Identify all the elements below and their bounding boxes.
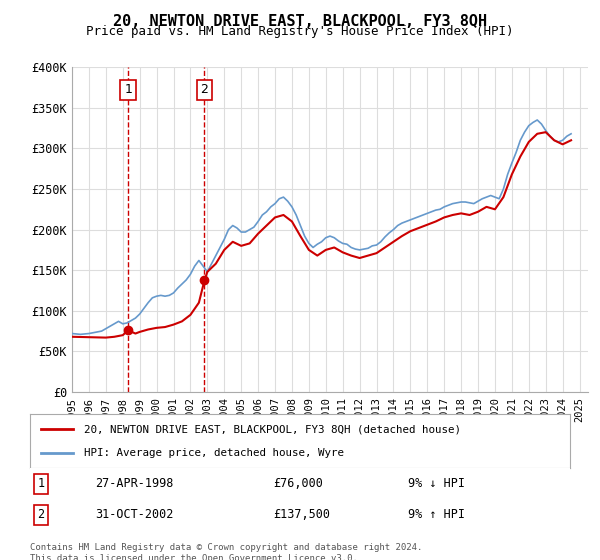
Text: Price paid vs. HM Land Registry's House Price Index (HPI): Price paid vs. HM Land Registry's House … bbox=[86, 25, 514, 38]
Text: 2: 2 bbox=[200, 83, 208, 96]
Text: HPI: Average price, detached house, Wyre: HPI: Average price, detached house, Wyre bbox=[84, 447, 344, 458]
Text: 31-OCT-2002: 31-OCT-2002 bbox=[95, 508, 173, 521]
Text: £137,500: £137,500 bbox=[273, 508, 330, 521]
Text: 9% ↓ HPI: 9% ↓ HPI bbox=[408, 477, 465, 490]
Text: 2: 2 bbox=[37, 508, 44, 521]
Text: 20, NEWTON DRIVE EAST, BLACKPOOL, FY3 8QH (detached house): 20, NEWTON DRIVE EAST, BLACKPOOL, FY3 8Q… bbox=[84, 424, 461, 435]
Text: 20, NEWTON DRIVE EAST, BLACKPOOL, FY3 8QH: 20, NEWTON DRIVE EAST, BLACKPOOL, FY3 8Q… bbox=[113, 14, 487, 29]
Text: 27-APR-1998: 27-APR-1998 bbox=[95, 477, 173, 490]
Text: £76,000: £76,000 bbox=[273, 477, 323, 490]
Text: 1: 1 bbox=[37, 477, 44, 490]
Text: 9% ↑ HPI: 9% ↑ HPI bbox=[408, 508, 465, 521]
Text: Contains HM Land Registry data © Crown copyright and database right 2024.
This d: Contains HM Land Registry data © Crown c… bbox=[30, 543, 422, 560]
Text: 1: 1 bbox=[124, 83, 132, 96]
